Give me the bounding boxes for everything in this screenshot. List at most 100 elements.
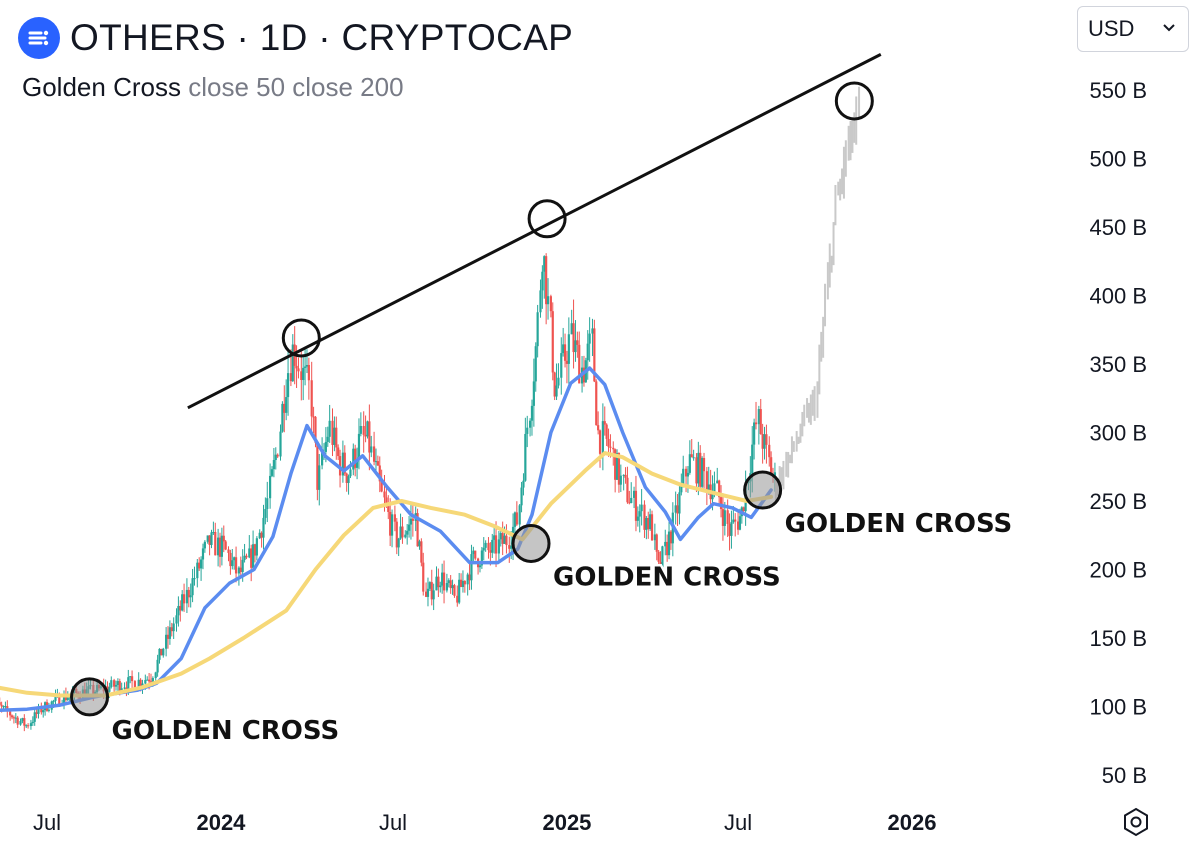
candle-body — [208, 535, 211, 545]
candle-body — [185, 589, 189, 604]
candle-body — [328, 420, 331, 437]
candle — [269, 463, 272, 509]
candle-body — [156, 659, 159, 673]
candle — [345, 472, 348, 492]
candle-body — [378, 465, 381, 482]
candle — [686, 466, 690, 493]
candle-body — [175, 615, 178, 624]
candle — [165, 627, 168, 657]
candle-body — [686, 472, 690, 477]
candle — [316, 442, 319, 501]
candle — [250, 544, 253, 582]
candle-body — [201, 548, 205, 560]
candle — [576, 331, 579, 358]
candle-body — [147, 679, 151, 682]
candle — [757, 405, 760, 445]
candle — [177, 596, 180, 627]
candle — [601, 403, 604, 471]
candle-body — [16, 717, 19, 725]
y-tick-label: 400 B — [1090, 284, 1148, 309]
candle-body — [636, 516, 639, 521]
candle-body — [676, 505, 679, 514]
x-tick-label: Jul — [33, 810, 61, 835]
candle-body — [463, 580, 466, 585]
candle — [276, 453, 279, 459]
settings-hexagon-icon[interactable] — [1120, 806, 1152, 838]
candle — [23, 714, 26, 732]
candle-body — [424, 591, 428, 597]
candle — [647, 511, 650, 539]
candle — [217, 528, 220, 567]
candle-body — [468, 574, 471, 581]
candle — [129, 676, 132, 684]
candle-body — [241, 559, 244, 572]
candle-body — [489, 550, 492, 553]
candle — [395, 518, 398, 555]
candle-body — [669, 531, 673, 544]
candle — [721, 493, 725, 541]
candle — [622, 474, 625, 491]
candle — [378, 456, 381, 493]
candle-body — [198, 562, 201, 569]
candle-body — [110, 680, 113, 688]
candle — [655, 533, 658, 561]
candle-body — [510, 545, 513, 549]
candle-body — [31, 721, 34, 724]
candle-body — [370, 446, 373, 453]
candle-body — [680, 483, 683, 493]
candle-body — [331, 420, 334, 445]
candle-body — [359, 426, 362, 434]
candle — [170, 622, 173, 637]
candle — [389, 498, 392, 547]
candle-body — [19, 721, 22, 725]
candle — [302, 356, 305, 401]
candle — [570, 309, 573, 335]
candle-body — [222, 535, 225, 542]
symbol-title[interactable]: OTHERS · 1D · CRYPTOCAP — [70, 17, 574, 58]
candle-body — [647, 517, 650, 530]
candle-body — [678, 492, 681, 514]
candle-body — [212, 532, 215, 534]
candle-body — [270, 469, 274, 476]
candle-body — [399, 526, 402, 539]
candle-body — [366, 421, 369, 437]
candle-body — [659, 561, 662, 568]
indicator-legend[interactable]: Golden Cross close 50 close 200 — [22, 72, 404, 103]
candle — [347, 474, 350, 495]
golden-cross-marker — [743, 470, 783, 510]
candle-body — [705, 471, 708, 490]
candle — [416, 508, 419, 547]
candle — [447, 578, 450, 588]
candle-body — [307, 364, 310, 381]
candle-body — [711, 491, 714, 500]
y-tick-label: 300 B — [1090, 421, 1148, 446]
candle-body — [562, 344, 565, 354]
x-axis: Jul 2024 Jul 2025 Jul 2026 — [33, 810, 937, 835]
candle — [156, 654, 159, 677]
candle-body — [187, 589, 190, 598]
candle-body — [582, 367, 586, 383]
candle-body — [355, 459, 359, 468]
chevron-down-icon — [1162, 20, 1176, 38]
candle-body — [141, 683, 144, 686]
candle-body — [352, 448, 355, 470]
candle-body — [695, 457, 698, 484]
candle-body — [770, 457, 773, 475]
candle — [0, 697, 1, 706]
candle — [333, 416, 336, 452]
candle — [534, 342, 537, 392]
candle — [526, 415, 529, 448]
candle — [326, 426, 329, 447]
candle — [428, 581, 431, 592]
candle — [603, 406, 606, 436]
candle — [588, 317, 591, 362]
candle — [19, 718, 22, 726]
currency-select[interactable]: USD — [1077, 6, 1189, 52]
candle — [515, 501, 518, 526]
candle — [10, 714, 14, 720]
candle — [682, 455, 685, 488]
candle-body — [754, 422, 758, 425]
indicator-params: close 50 close 200 — [188, 72, 404, 102]
candle-body — [522, 480, 525, 488]
